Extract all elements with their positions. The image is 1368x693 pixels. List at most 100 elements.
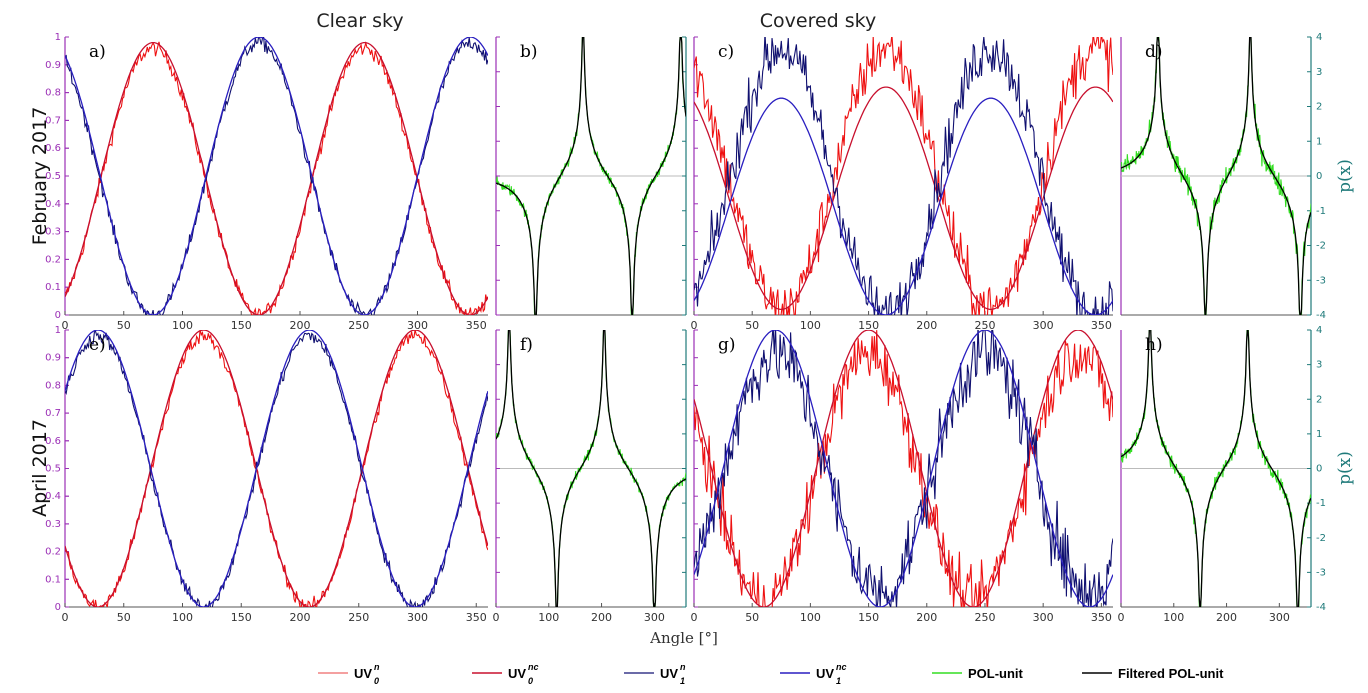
x-tick-label: 350 [1091,611,1112,624]
y-tick-label: 0.5 [45,464,61,475]
x-tick-label: 300 [1269,611,1290,624]
series-line-1 [1121,37,1311,315]
right-tick-label: 2 [1316,102,1322,113]
series-line-2 [694,330,1113,607]
panel-label: b) [520,42,538,62]
y-tick-label: 0.8 [45,88,61,99]
right-tick-label: -4 [1316,602,1326,613]
x-tick-label: 100 [172,611,193,624]
right-tick-label: 1 [1316,136,1322,147]
series-line-3 [694,97,1113,315]
x-tick-label: 0 [691,611,698,624]
right-tick-label: 3 [1316,360,1322,371]
y-tick-label: 0.5 [45,171,61,182]
series-line-0 [65,330,488,607]
series-line-0 [694,330,1113,607]
x-tick-label: 200 [290,319,311,332]
right-tick-label: 4 [1316,32,1322,43]
legend-label: UV [816,666,834,681]
y-tick-label: 0.8 [45,380,61,391]
series-line-2 [694,37,1113,315]
x-tick-label: 150 [231,319,252,332]
row-label-february: February 2017 [29,107,51,246]
right-tick-label: -1 [1316,206,1326,217]
panels: 00.10.20.30.40.50.60.70.80.910 50 100 150 20… [45,32,1326,624]
y-tick-label: 0.7 [45,115,61,126]
x-tick-label: 0 [62,319,69,332]
legend-subscript: 1 [680,676,685,686]
right-tick-label: 0 [1316,171,1322,182]
right-tick-label: 4 [1316,325,1322,336]
x-tick-label: 250 [348,319,369,332]
legend-entry-1: UV 0 nc [472,662,539,686]
x-tick-label: 0 [62,611,69,624]
series-line-1 [496,37,686,315]
legend-label: UV [354,666,372,681]
x-tick-label: 200 [916,611,937,624]
y-tick-label: 0.6 [45,436,61,447]
series-line-3 [694,330,1113,607]
y-tick-label: 0.9 [45,60,61,71]
x-tick-label: 0 [691,319,698,332]
x-tick-label: 100 [800,611,821,624]
y-tick-label: 0 [55,310,61,321]
x-tick-label: 100 [800,319,821,332]
legend: UV 0n UV 0nc UV 1n UV 1nc POL-unit Filtered POL-u… [318,662,1224,686]
x-tick-label: 350 [466,611,487,624]
x-tick-label: 100 [1163,611,1184,624]
x-tick-label: 200 [591,611,612,624]
panel-b: b) [495,36,687,316]
legend-label: UV [508,666,526,681]
right-tick-label: 1 [1316,429,1322,440]
y-tick-label: 0.6 [45,143,61,154]
panel-f: 0 100 200 300 f) [493,329,687,624]
x-tick-label: 250 [974,611,995,624]
x-tick-label: 100 [538,611,559,624]
panel-g: 0 50 100 150 200 250 300 350 g) [691,329,1113,624]
x-tick-label: 150 [231,611,252,624]
column-title-covered-sky: Covered sky [760,10,876,32]
y-tick-label: 0.9 [45,353,61,364]
x-tick-label: 300 [407,611,428,624]
panel-h: -4 -3 -2 -1 0 1 2 3 4 0 100 200 300 h) [1118,325,1326,624]
row-label-april: April 2017 [29,419,51,517]
x-tick-label: 350 [1091,319,1112,332]
x-tick-label: 0 [1118,611,1125,624]
legend-superscript: n [374,662,380,672]
legend-superscript: nc [836,662,847,672]
series-line-2 [65,330,488,607]
column-title-clear-sky: Clear sky [316,10,403,32]
right-tick-label: -2 [1316,533,1326,544]
x-tick-label: 50 [117,319,131,332]
y-tick-label: 0.3 [45,227,61,238]
legend-entry-4: POL-unit [932,666,1024,681]
legend-superscript: nc [528,662,539,672]
legend-entry-5: Filtered POL-unit [1082,666,1224,681]
panel-c: 0 50 100 150 200 250 300 350 c) [691,36,1113,332]
panel-label: h) [1145,335,1163,355]
right-axis-label-bottom: p(x) [1335,451,1355,485]
x-tick-label: 50 [117,611,131,624]
panel-label: f) [520,335,533,355]
right-axis-label-top: p(x) [1335,159,1355,193]
right-tick-label: -4 [1316,310,1326,321]
legend-label: Filtered POL-unit [1118,666,1224,681]
y-tick-label: 0 [55,602,61,613]
x-tick-label: 300 [644,611,665,624]
x-tick-label: 200 [916,319,937,332]
series-line-3 [65,37,488,315]
panel-e: 0 0.1 0.2 0.3 0.4 0.5 0.6 0.7 0.8 0.9 1 0 50 100 150 20… [45,325,488,624]
panel-a: 0 0.1 0.2 0.3 0.4 0.5 0.6 0.7 0.8 0.9 1 0 50 100 150 20… [45,32,488,332]
y-tick-label: 1 [55,32,61,43]
series-line-3 [65,330,488,607]
right-tick-label: -3 [1316,275,1326,286]
series-line-1 [1121,330,1311,607]
y-tick-label: 0.7 [45,408,61,419]
legend-subscript: 1 [836,676,841,686]
legend-subscript: 0 [374,676,379,686]
panel-label: e) [89,335,106,355]
right-tick-label: 2 [1316,394,1322,405]
right-tick-label: -3 [1316,567,1326,578]
panel-label: a) [89,42,106,62]
